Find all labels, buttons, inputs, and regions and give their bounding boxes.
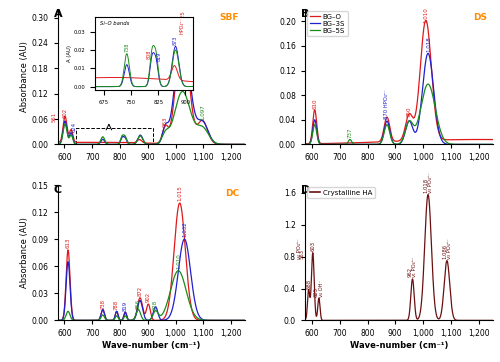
Text: 1,015: 1,015 (177, 185, 182, 201)
Text: 603: 603 (310, 241, 316, 251)
Text: 872: 872 (138, 286, 142, 296)
Text: 1,032: 1,032 (182, 222, 187, 237)
Text: ν₄ OH⁻: ν₄ OH⁻ (319, 280, 324, 297)
BG–3S (382, 123, 388, 128)
BG–3S (302, 142, 308, 147)
Text: ν₁ PO₄³⁻: ν₁ PO₄³⁻ (412, 257, 418, 277)
BG–5S (490, 142, 496, 147)
Line: BG–3S: BG–3S (305, 53, 492, 144)
BG–5S (334, 142, 340, 147)
BG–3S (341, 142, 347, 147)
BG–3S (425, 51, 431, 55)
Text: 563: 563 (299, 249, 304, 259)
Text: 870 HPO₄²⁻: 870 HPO₄²⁻ (384, 89, 390, 119)
Text: SBF: SBF (220, 13, 240, 22)
Legend: BG–O, BG–3S, BG–5S: BG–O, BG–3S, BG–5S (307, 11, 348, 36)
Text: 1,086: 1,086 (442, 244, 447, 259)
Text: 624: 624 (72, 122, 76, 132)
BG–3S (324, 142, 330, 147)
Text: ν₄ PO₄³⁻: ν₄ PO₄³⁻ (296, 238, 302, 259)
BG–5S (302, 142, 308, 147)
BG–O (423, 18, 429, 22)
Y-axis label: Absorbance (AU): Absorbance (AU) (20, 217, 28, 288)
Text: 588: 588 (306, 278, 311, 289)
Text: 1,097: 1,097 (200, 104, 205, 120)
BG–O (324, 141, 330, 146)
Y-axis label: Absorbance (AU): Absorbance (AU) (20, 41, 28, 112)
Text: 866: 866 (136, 299, 141, 309)
BG–O (374, 140, 380, 144)
Text: 1,025: 1,025 (180, 10, 185, 26)
Bar (76, 129, 154, 147)
BG–O (490, 138, 496, 142)
BG–3S (374, 142, 380, 147)
BG–5S (324, 142, 330, 147)
Text: 902: 902 (146, 292, 151, 302)
Text: C: C (54, 185, 62, 195)
Text: 737: 737 (348, 128, 352, 138)
BG–5S (382, 126, 388, 131)
BG–5S (331, 142, 337, 147)
X-axis label: Wave-number (cm⁻¹): Wave-number (cm⁻¹) (350, 341, 448, 350)
Text: D: D (301, 185, 310, 195)
BG–O (486, 137, 492, 142)
Text: DC: DC (225, 189, 240, 198)
Text: A: A (54, 9, 62, 19)
Text: B: B (301, 9, 310, 19)
Text: 1,010: 1,010 (424, 8, 428, 23)
Text: 1,018: 1,018 (426, 36, 431, 52)
Text: 1,010: 1,010 (176, 253, 181, 269)
BG–5S (374, 142, 380, 147)
Text: 738: 738 (100, 299, 105, 309)
BG–O (302, 142, 308, 146)
BG–3S (466, 142, 471, 147)
BG–O (334, 141, 340, 146)
Text: 625: 625 (314, 287, 319, 297)
BG–5S (466, 142, 471, 147)
Text: 788: 788 (114, 300, 118, 311)
BG–3S (334, 142, 340, 147)
Text: 928: 928 (153, 300, 158, 311)
Line: BG–O: BG–O (305, 20, 492, 144)
Legend: Crystalline HA: Crystalline HA (307, 187, 374, 198)
X-axis label: Wave-number (cm⁻¹): Wave-number (cm⁻¹) (102, 341, 200, 350)
BG–O (466, 137, 471, 142)
Text: DS: DS (473, 13, 487, 22)
Text: ν₃ PO₄³⁻: ν₃ PO₄³⁻ (428, 172, 433, 193)
Text: 950: 950 (406, 107, 412, 117)
Text: 602: 602 (62, 108, 68, 118)
Text: ν₃ PO₄³⁻: ν₃ PO₄³⁻ (447, 238, 452, 259)
BG–5S (486, 142, 492, 147)
BG–3S (486, 142, 492, 147)
BG–3S (490, 142, 496, 147)
BG–5S (425, 82, 431, 86)
Text: 610: 610 (312, 98, 317, 109)
Text: 962: 962 (408, 267, 412, 277)
Text: 819: 819 (123, 301, 128, 311)
Text: 613: 613 (66, 238, 70, 248)
Text: 963: 963 (163, 117, 168, 127)
Text: 1,018: 1,018 (423, 178, 428, 193)
Line: BG–5S: BG–5S (305, 84, 492, 144)
Text: 561: 561 (51, 112, 56, 122)
BG–O (382, 120, 388, 125)
